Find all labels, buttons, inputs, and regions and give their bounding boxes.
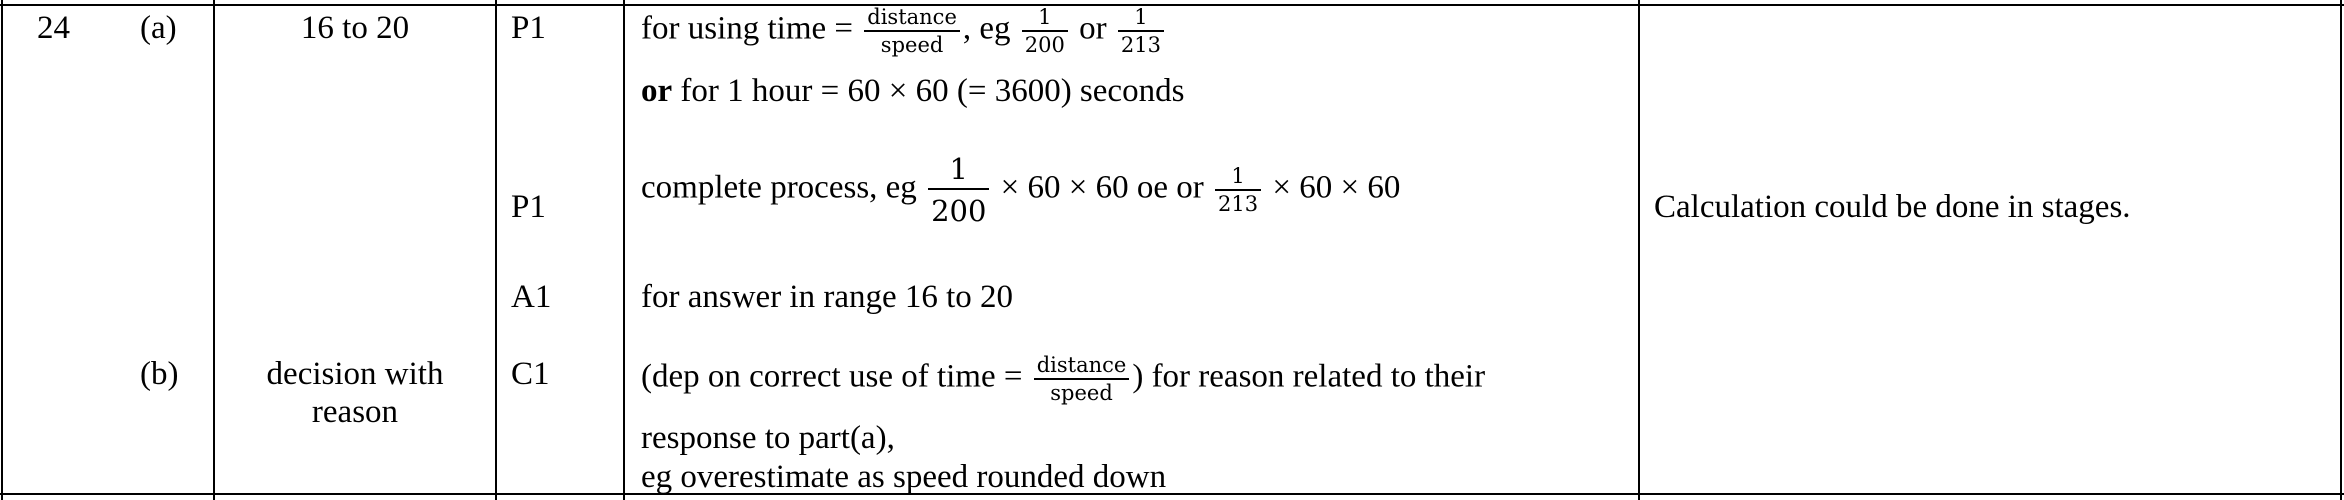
- part-a-label: (a): [140, 10, 177, 46]
- mark-code-c1: C1: [511, 356, 550, 392]
- mark-c1-line1: (dep on correct use of time = distance s…: [641, 352, 1486, 406]
- column-divider-3: [623, 0, 625, 500]
- mark-code-p1-second: P1: [511, 189, 546, 225]
- part-b-answer-line2: reason: [311, 394, 399, 430]
- mark-p1-first-line2: or for 1 hour = 60 × 60 (= 3600) seconds: [641, 73, 1185, 109]
- column-divider-4: [1638, 0, 1640, 500]
- part-a-answer: 16 to 20: [300, 10, 410, 46]
- process-fraction-1-over-200: 1 200: [928, 152, 990, 228]
- eg-fraction-1-over-213: 1 213: [1117, 4, 1164, 58]
- column-divider-1: [213, 0, 215, 500]
- table-top-border: [0, 4, 2344, 6]
- time-formula-fraction: distance speed: [864, 4, 960, 58]
- column-divider-2: [495, 0, 497, 500]
- mark-c1-line3: eg overestimate as speed rounded down: [641, 459, 1167, 495]
- part-b-label: (b): [140, 356, 179, 392]
- process-fraction-1-over-213: 1 213: [1215, 163, 1262, 217]
- table-bottom-border: [0, 493, 2344, 495]
- mark-code-p1-first: P1: [511, 10, 546, 46]
- mark-p1-second-text: complete process, eg 1 200 × 60 × 60 oe …: [641, 152, 1401, 228]
- part-b-answer-line1: decision with: [266, 356, 444, 392]
- question-number: 24: [37, 10, 70, 46]
- table-left-border: [1, 0, 3, 500]
- guidance-note: Calculation could be done in stages.: [1654, 189, 2131, 225]
- mark-a1-text: for answer in range 16 to 20: [641, 279, 1014, 315]
- mark-c1-line2: response to part(a),: [641, 420, 895, 456]
- mark-p1-first-line1: for using time = distance speed , eg 1 2…: [641, 4, 1167, 58]
- table-right-border: [2340, 0, 2342, 500]
- mark-code-a1: A1: [511, 279, 552, 315]
- eg-fraction-1-over-200: 1 200: [1021, 4, 1068, 58]
- c1-time-formula-fraction: distance speed: [1033, 352, 1130, 406]
